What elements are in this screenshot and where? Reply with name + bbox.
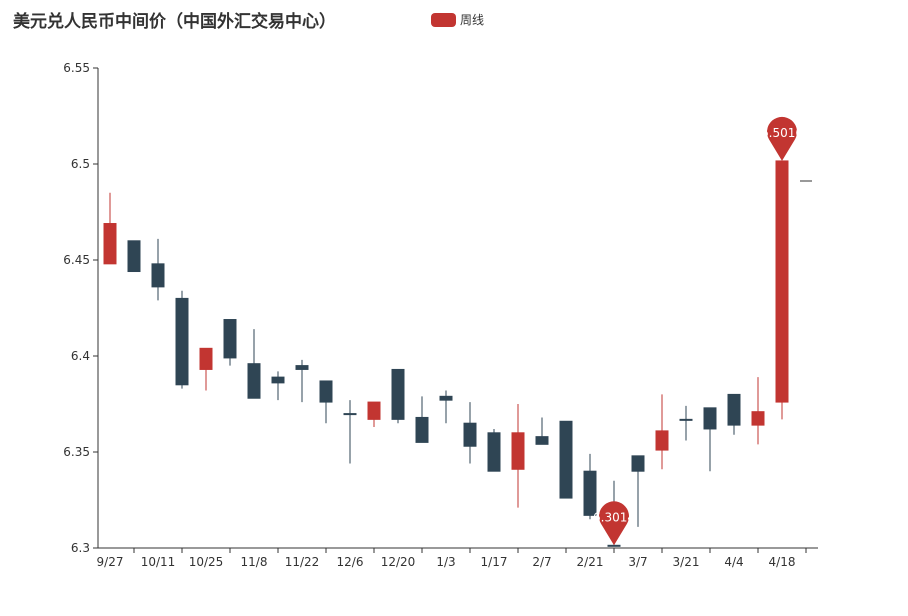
- candle-body[interactable]: [559, 420, 573, 499]
- y-tick-label: 6.35: [63, 445, 90, 459]
- x-tick-label: 10/11: [141, 555, 176, 569]
- candle[interactable]: [439, 390, 453, 424]
- candle-body[interactable]: [535, 436, 549, 445]
- candle-body[interactable]: [607, 544, 621, 547]
- candle[interactable]: [727, 393, 741, 435]
- x-tick-label: 10/25: [189, 555, 224, 569]
- candle[interactable]: [559, 420, 573, 499]
- x-tick-label: 1/17: [481, 555, 508, 569]
- mark-point-label: 6.3014: [593, 510, 635, 524]
- candle[interactable]: [343, 400, 357, 464]
- candle[interactable]: [631, 455, 645, 527]
- candles: [103, 160, 789, 547]
- candle[interactable]: [391, 368, 405, 424]
- candle-body[interactable]: [439, 395, 453, 401]
- x-axis: 9/27 10/11 10/25 11/8 11/22 12/6 12/20 1/3 1/17 2…: [97, 547, 818, 569]
- mark-point-pin[interactable]: 6.3014: [593, 501, 635, 546]
- x-tick-label: 2/7: [532, 555, 551, 569]
- candle-body[interactable]: [199, 347, 213, 370]
- x-tick-label: 12/20: [381, 555, 416, 569]
- candle-body[interactable]: [175, 297, 189, 386]
- candle-body[interactable]: [679, 418, 693, 421]
- legend-swatch-up[interactable]: [431, 13, 456, 27]
- candle[interactable]: [295, 359, 309, 403]
- candle[interactable]: [535, 417, 549, 445]
- x-tick-label: 1/3: [436, 555, 455, 569]
- x-tick-label: 11/8: [241, 555, 268, 569]
- candle-body[interactable]: [127, 240, 141, 273]
- candle[interactable]: [271, 371, 285, 401]
- x-tick-label: 3/21: [673, 555, 700, 569]
- candle[interactable]: [679, 405, 693, 441]
- x-tick-label: 12/6: [337, 555, 364, 569]
- candle-body[interactable]: [463, 422, 477, 447]
- candle-body[interactable]: [103, 223, 117, 265]
- candle[interactable]: [463, 402, 477, 464]
- x-tick-label: 4/4: [724, 555, 743, 569]
- y-tick-label: 6.55: [63, 61, 90, 75]
- candle[interactable]: [655, 394, 669, 470]
- candle-body[interactable]: [271, 376, 285, 384]
- candle-body[interactable]: [247, 363, 261, 399]
- candle[interactable]: [703, 407, 717, 472]
- chart-title: 美元兑人民币中间价（中国外汇交易中心）: [13, 11, 336, 32]
- y-tick-label: 6.4: [71, 349, 90, 363]
- candle-body[interactable]: [631, 455, 645, 472]
- mark-point-pin[interactable]: 6.5016: [761, 116, 803, 161]
- candle[interactable]: [583, 453, 597, 520]
- candle-body[interactable]: [727, 393, 741, 426]
- mark-point-shape[interactable]: [767, 116, 797, 161]
- x-tick-label: 11/22: [285, 555, 320, 569]
- candle[interactable]: [775, 160, 789, 420]
- candle[interactable]: [199, 347, 213, 391]
- candle-body[interactable]: [319, 380, 333, 403]
- candle-body[interactable]: [655, 430, 669, 451]
- legend[interactable]: 周线: [431, 13, 484, 27]
- mark-points: 6.5016 6.3014: [593, 116, 803, 546]
- candle[interactable]: [247, 329, 261, 399]
- candle-body[interactable]: [511, 432, 525, 470]
- candle-body[interactable]: [391, 368, 405, 420]
- candle[interactable]: [319, 380, 333, 424]
- candle-body[interactable]: [703, 407, 717, 430]
- mark-point-shape[interactable]: [599, 501, 629, 546]
- x-tick-label: 3/7: [628, 555, 647, 569]
- candle[interactable]: [151, 238, 165, 301]
- candle-body[interactable]: [343, 413, 357, 416]
- candle-body[interactable]: [775, 160, 789, 403]
- candle[interactable]: [487, 428, 501, 472]
- candle-body[interactable]: [415, 416, 429, 443]
- y-tick-label: 6.3: [71, 541, 90, 555]
- y-tick-label: 6.45: [63, 253, 90, 267]
- y-tick-label: 6.5: [71, 157, 90, 171]
- candle[interactable]: [127, 240, 141, 273]
- candle-body[interactable]: [151, 263, 165, 288]
- y-axis: 6.3 6.35 6.4 6.45 6.5 6.55: [63, 61, 99, 555]
- candle[interactable]: [223, 319, 237, 366]
- candle[interactable]: [367, 401, 381, 428]
- x-tick-label: 9/27: [97, 555, 124, 569]
- legend-label[interactable]: 周线: [460, 13, 484, 27]
- candle-body[interactable]: [223, 319, 237, 359]
- candle-body[interactable]: [295, 365, 309, 370]
- candle-body[interactable]: [487, 432, 501, 472]
- candle[interactable]: [511, 404, 525, 508]
- candle-body[interactable]: [751, 411, 765, 426]
- candle[interactable]: [103, 192, 117, 265]
- candle[interactable]: [415, 396, 429, 443]
- candle[interactable]: [751, 377, 765, 445]
- candle-body[interactable]: [583, 470, 597, 516]
- candle-body[interactable]: [367, 401, 381, 420]
- mark-point-label: 6.5016: [761, 126, 803, 140]
- candle[interactable]: [175, 290, 189, 389]
- x-tick-label: 2/21: [577, 555, 604, 569]
- x-tick-label: 4/18: [769, 555, 796, 569]
